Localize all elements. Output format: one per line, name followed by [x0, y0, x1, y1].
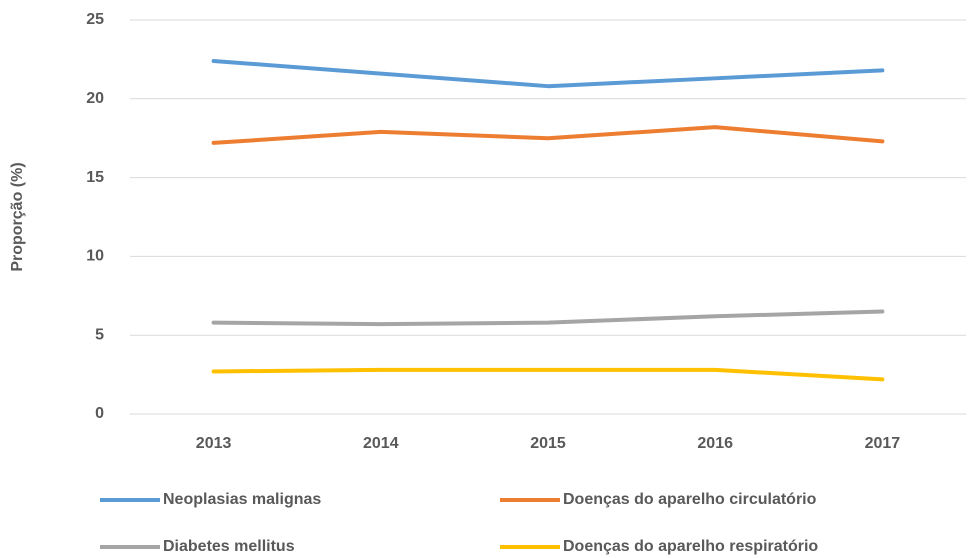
series-line — [211, 125, 885, 145]
x-tick-label: 2013 — [196, 435, 232, 452]
y-tick-label: 25 — [86, 11, 104, 28]
series-line — [211, 58, 885, 89]
y-tick-label: 10 — [86, 248, 104, 265]
legend-label: Doenças do aparelho respiratório — [563, 538, 818, 555]
y-tick-label: 20 — [86, 90, 104, 107]
x-tick-label: 2017 — [865, 435, 901, 452]
legend-label: Neoplasias malignas — [163, 491, 321, 508]
y-tick-label: 5 — [95, 326, 104, 343]
y-tick-label: 0 — [95, 405, 104, 422]
series-line — [211, 367, 885, 382]
x-tick-label: 2016 — [697, 435, 733, 452]
y-axis-label: Proporção (%) — [9, 162, 26, 271]
series-line — [211, 309, 885, 327]
x-tick-label: 2015 — [530, 435, 566, 452]
legend-label: Diabetes mellitus — [163, 538, 295, 555]
x-tick-label: 2014 — [363, 435, 399, 452]
legend-label: Doenças do aparelho circulatório — [563, 491, 817, 508]
y-tick-label: 15 — [86, 169, 104, 186]
